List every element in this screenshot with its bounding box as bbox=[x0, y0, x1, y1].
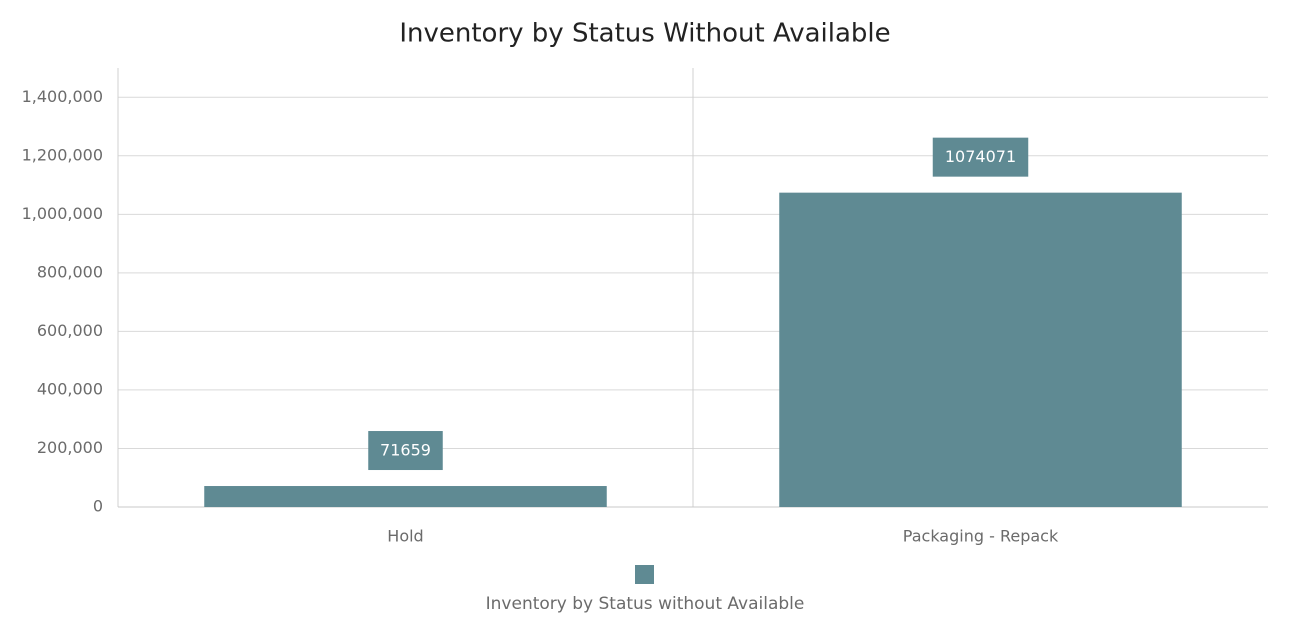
bar bbox=[779, 192, 1182, 508]
y-tick-label: 1,000,000 bbox=[22, 204, 103, 223]
y-tick-label: 1,400,000 bbox=[22, 87, 103, 106]
legend-label: Inventory by Status without Available bbox=[486, 594, 805, 614]
legend-swatch bbox=[635, 565, 654, 584]
value-label-box bbox=[932, 137, 1029, 177]
value-label-box bbox=[368, 431, 443, 471]
value-label: 71659 bbox=[380, 441, 431, 460]
chart-title: Inventory by Status Without Available bbox=[399, 19, 890, 49]
y-tick-label: 800,000 bbox=[37, 262, 103, 281]
y-tick-label: 1,200,000 bbox=[22, 145, 103, 164]
value-label: 1074071 bbox=[945, 147, 1016, 166]
bar bbox=[204, 486, 607, 507]
x-tick-label: Packaging - Repack bbox=[903, 527, 1059, 546]
x-tick-label: Hold bbox=[387, 527, 423, 546]
y-tick-label: 200,000 bbox=[37, 438, 103, 457]
y-tick-label: 0 bbox=[93, 497, 103, 516]
y-tick-label: 600,000 bbox=[37, 321, 103, 340]
y-tick-label: 400,000 bbox=[37, 379, 103, 398]
